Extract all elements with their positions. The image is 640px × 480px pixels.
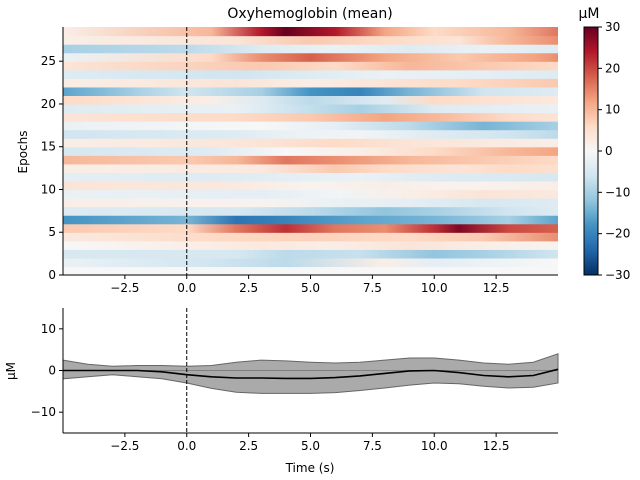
heatmap-x-tick-label: −2.5 — [110, 281, 139, 295]
colorbar-tick-label: −30 — [605, 268, 630, 282]
heatmap-row-epoch-26 — [63, 44, 558, 54]
heatmap-row-epoch-16 — [63, 129, 558, 139]
heatmap-row-epoch-13 — [63, 155, 558, 165]
timecourse-x-tick-label: 5.0 — [301, 439, 320, 453]
heatmap-y-tick-label: 20 — [41, 97, 56, 111]
heatmap-x-tick-label: 7.5 — [363, 281, 382, 295]
heatmap-row-epoch-12 — [63, 163, 558, 173]
timecourse-x-ticks: −2.5 0.0 2.5 5.0 7.5 10.0 12.5 — [110, 433, 509, 453]
heatmap-row-epoch-9 — [63, 189, 558, 199]
heatmap-panel: −2.5 0.0 2.5 5.0 7.5 10.0 12.5 0 5 10 15 20 25 Oxyh… — [16, 6, 558, 295]
heatmap-x-ticks: −2.5 0.0 2.5 5.0 7.5 10.0 12.5 — [110, 275, 509, 295]
timecourse-x-tick-label: 2.5 — [239, 439, 258, 453]
timecourse-y-ticks: −10 0 10 — [31, 322, 63, 419]
heatmap-y-tick-label: 25 — [41, 54, 56, 68]
mean-line — [63, 368, 559, 380]
heatmap-title: Oxyhemoglobin (mean) — [227, 6, 392, 22]
heatmap-x-tick-label: 12.5 — [483, 281, 510, 295]
colorbar-tick-label: 30 — [605, 20, 620, 34]
colorbar-tick-label: 10 — [605, 103, 620, 117]
heatmap-row-epoch-25 — [63, 52, 558, 62]
heatmap-row-epoch-28 — [63, 27, 558, 37]
heatmap-x-tick-label: 10.0 — [421, 281, 448, 295]
heatmap-y-tick-label: 0 — [48, 268, 56, 282]
colorbar-tick-label: −10 — [605, 185, 630, 199]
heatmap-row-epoch-6 — [63, 215, 558, 225]
heatmap-row-epoch-22 — [63, 78, 558, 88]
heatmap-row-epoch-20 — [63, 95, 558, 105]
timecourse-x-tick-label: 12.5 — [483, 439, 510, 453]
timecourse-x-tick-label: −2.5 — [110, 439, 139, 453]
colorbar: 30 20 10 0 −10 −20 −30 µM — [579, 6, 631, 282]
heatmap-y-label: Epochs — [16, 131, 30, 174]
timecourse-y-tick-label: 0 — [48, 364, 56, 378]
timecourse-y-tick-label: −10 — [31, 405, 56, 419]
heatmap-x-tick-label: 5.0 — [301, 281, 320, 295]
timecourse-x-tick-label: 10.0 — [421, 439, 448, 453]
heatmap-row-epoch-17 — [63, 121, 558, 131]
heatmap-row-epoch-0 — [63, 266, 558, 276]
heatmap-row-epoch-4 — [63, 232, 558, 242]
heatmap-row-epoch-3 — [63, 240, 558, 250]
heatmap-row-epoch-14 — [63, 146, 558, 156]
heatmap-row-epoch-2 — [63, 249, 558, 259]
colorbar-tick-label: 0 — [605, 144, 613, 158]
colorbar-label: µM — [579, 6, 600, 22]
mean-timecourse-panel: −2.5 0.0 2.5 5.0 7.5 10.0 12.5 −10 0 10 Time (s)… — [4, 308, 559, 475]
timecourse-y-tick-label: 10 — [41, 322, 56, 336]
heatmap-y-tick-label: 15 — [41, 140, 56, 154]
colorbar-ticks: 30 20 10 0 −10 −20 −30 — [598, 20, 630, 282]
colorbar-tick-label: −20 — [605, 227, 630, 241]
heatmap-row-epoch-24 — [63, 61, 558, 71]
heatmap-row-epoch-19 — [63, 103, 558, 114]
heatmap-rows — [63, 27, 558, 276]
heatmap-y-tick-label: 10 — [41, 182, 56, 196]
colorbar-bar — [583, 26, 599, 276]
heatmap-row-epoch-27 — [63, 35, 558, 45]
heatmap-row-epoch-18 — [63, 112, 558, 122]
heatmap-x-tick-label: 2.5 — [239, 281, 258, 295]
heatmap-row-epoch-5 — [63, 223, 558, 233]
heatmap-row-epoch-21 — [63, 86, 558, 97]
heatmap-row-epoch-11 — [63, 172, 558, 182]
spread-band — [62, 353, 559, 394]
heatmap-row-epoch-1 — [63, 257, 558, 268]
timecourse-x-tick-label: 0.0 — [177, 439, 196, 453]
heatmap-row-epoch-8 — [63, 198, 558, 208]
heatmap-row-epoch-15 — [63, 138, 558, 148]
heatmap-x-tick-label: 0.0 — [177, 281, 196, 295]
colorbar-tick-label: 20 — [605, 61, 620, 75]
heatmap-y-tick-label: 5 — [48, 225, 56, 239]
timecourse-x-label: Time (s) — [285, 461, 335, 475]
heatmap-row-epoch-23 — [63, 69, 558, 79]
timecourse-y-label: µM — [4, 362, 18, 380]
heatmap-y-ticks: 0 5 10 15 20 25 — [41, 54, 63, 282]
heatmap-row-epoch-10 — [63, 180, 558, 191]
timecourse-x-tick-label: 7.5 — [363, 439, 382, 453]
heatmap-row-epoch-7 — [63, 206, 558, 216]
